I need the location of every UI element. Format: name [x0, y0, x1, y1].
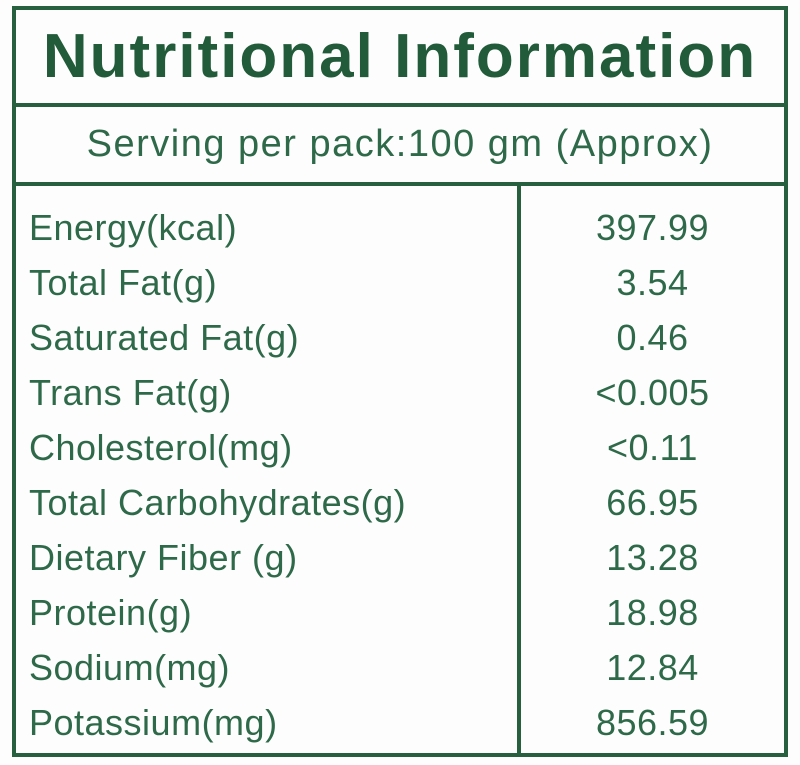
- nutrient-value: 397.99: [595, 206, 710, 248]
- title-section: Nutritional Information: [16, 10, 784, 107]
- nutrient-value: 0.46: [616, 316, 689, 358]
- nutrition-table-rows: Energy(kcal) 397.99 Total Fat(g) 3.54 Satura…: [16, 200, 784, 750]
- nutrient-value: <0.005: [595, 371, 710, 413]
- table-row: Saturated Fat(g) 0.46: [16, 310, 784, 365]
- table-row: Trans Fat(g) <0.005: [16, 365, 784, 420]
- nutrition-label-panel: Nutritional Information Serving per pack…: [12, 6, 788, 757]
- table-row: Sodium(mg) 12.84: [16, 640, 784, 695]
- page-title: Nutritional Information: [42, 21, 758, 91]
- nutrition-table: Energy(kcal) 397.99 Total Fat(g) 3.54 Satura…: [16, 186, 784, 753]
- column-divider: [517, 186, 521, 753]
- nutrient-value: <0.11: [607, 426, 698, 468]
- nutrient-value: 13.28: [606, 536, 699, 578]
- nutrient-value: 3.54: [616, 261, 689, 303]
- nutrient-value: 12.84: [606, 646, 699, 688]
- table-row: Dietary Fiber (g) 13.28: [16, 530, 784, 585]
- table-row: Potassium(mg) 856.59: [16, 695, 784, 750]
- nutrient-value: 18.98: [606, 591, 699, 633]
- nutrient-label: Dietary Fiber (g): [29, 536, 298, 578]
- nutrient-value: 856.59: [595, 701, 710, 743]
- nutrient-label: Saturated Fat(g): [29, 316, 300, 358]
- table-row: Total Carbohydrates(g) 66.95: [16, 475, 784, 530]
- table-row: Total Fat(g) 3.54: [16, 255, 784, 310]
- nutrient-label: Sodium(mg): [29, 646, 231, 688]
- nutrient-label: Potassium(mg): [29, 701, 278, 743]
- nutrient-value: 66.95: [606, 481, 699, 523]
- table-row: Energy(kcal) 397.99: [16, 200, 784, 255]
- serving-section: Serving per pack:100 gm (Approx): [16, 107, 784, 186]
- nutrient-label: Trans Fat(g): [29, 371, 232, 413]
- nutrient-label: Protein(g): [29, 591, 193, 633]
- nutrient-label: Energy(kcal): [29, 206, 238, 248]
- nutrient-label: Total Carbohydrates(g): [29, 481, 407, 523]
- nutrient-label: Cholesterol(mg): [29, 426, 293, 468]
- nutrient-label: Total Fat(g): [29, 261, 218, 303]
- serving-info: Serving per pack:100 gm (Approx): [86, 123, 714, 165]
- table-row: Cholesterol(mg) <0.11: [16, 420, 784, 475]
- table-row: Protein(g) 18.98: [16, 585, 784, 640]
